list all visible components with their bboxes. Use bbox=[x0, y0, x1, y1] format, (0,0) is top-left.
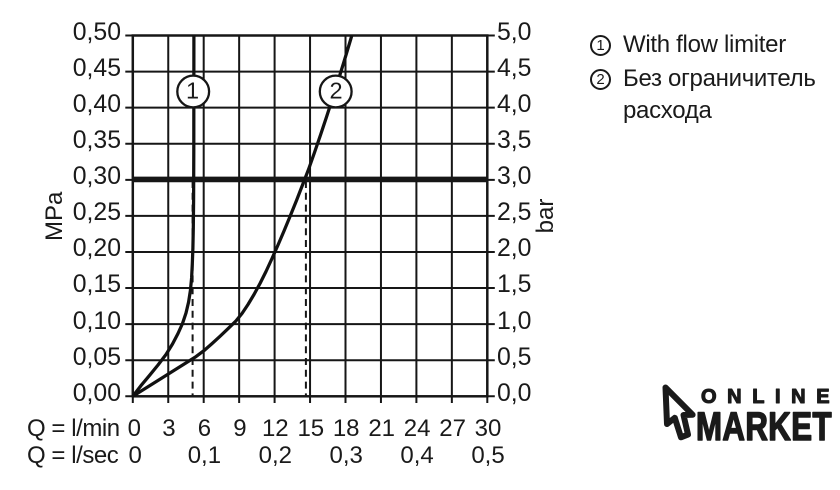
svg-text:MARKET: MARKET bbox=[696, 404, 832, 447]
svg-text:1: 1 bbox=[186, 77, 199, 103]
svg-text:ONLINE: ONLINE bbox=[701, 386, 838, 408]
svg-text:2: 2 bbox=[329, 78, 342, 104]
